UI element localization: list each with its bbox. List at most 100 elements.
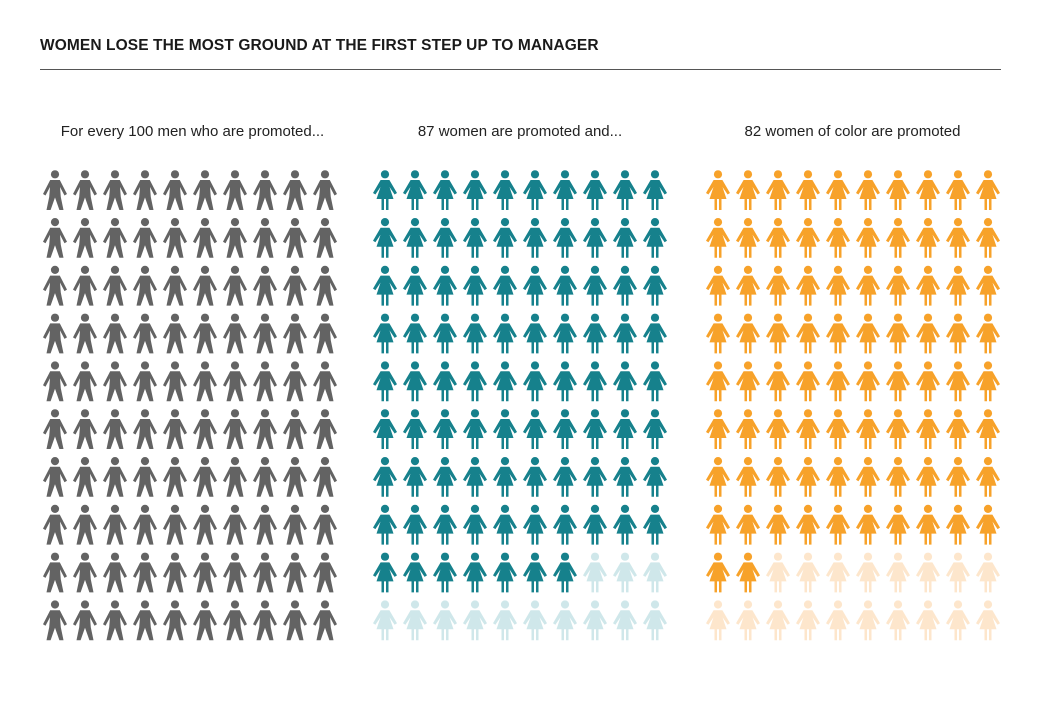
pictogram-icon-filled-woman-icon (916, 218, 940, 258)
pictogram-icon-filled-woman-icon (796, 218, 820, 258)
pictogram-icon-filled-woman-icon (856, 170, 880, 210)
panel-label-women: 87 women are promoted and... (417, 123, 623, 140)
pictogram-icon-faded-woman-icon (976, 552, 1000, 593)
pictogram-icon-filled-woman-icon (553, 218, 577, 258)
pictogram-icon-filled-woman-icon (463, 409, 487, 449)
pictogram-icon-filled-man-icon (43, 218, 67, 258)
pictogram-icon-filled-woman-icon (946, 265, 970, 306)
pictogram-icon-filled-woman-icon (553, 504, 577, 545)
pictogram-icon-filled-woman-icon (373, 504, 397, 545)
pictogram-icon-filled-woman-icon (706, 409, 730, 449)
pictogram-icon-filled-woman-icon (373, 313, 397, 354)
pictogram-icon-filled-woman-icon (886, 170, 910, 210)
pictogram-icon-filled-man-icon (313, 313, 337, 354)
pictogram-icon-filled-woman-icon (553, 313, 577, 354)
pictogram-icon-faded-woman-icon (463, 600, 487, 641)
pictogram-icon-filled-man-icon (313, 265, 337, 306)
pictogram-icon-filled-man-icon (253, 265, 277, 306)
pictogram-icon-filled-woman-icon (403, 313, 427, 354)
pictogram-icon-filled-woman-icon (976, 457, 1000, 497)
pictogram-icon-filled-woman-icon (826, 409, 850, 449)
pictogram-icon-filled-woman-icon (856, 361, 880, 402)
pictogram-icon-filled-man-icon (193, 218, 217, 258)
pictogram-icon-filled-woman-icon (433, 552, 457, 593)
pictogram-icon-filled-woman-icon (433, 313, 457, 354)
pictogram-icon-filled-woman-icon (463, 504, 487, 545)
pictogram-icon-filled-woman-icon (613, 361, 637, 402)
pictogram-icon-filled-woman-icon (403, 409, 427, 449)
pictogram-icon-filled-woman-icon (463, 552, 487, 593)
pictogram-icon-filled-man-icon (223, 600, 247, 641)
pictogram-icon-filled-woman-icon (886, 409, 910, 449)
pictogram-icon-filled-woman-icon (643, 313, 667, 354)
pictogram-icon-filled-woman-icon (493, 313, 517, 354)
pictogram-icon-filled-man-icon (313, 170, 337, 210)
pictogram-icon-filled-woman-icon (583, 313, 607, 354)
pictogram-icon-filled-man-icon (43, 409, 67, 449)
pictogram-icon-filled-woman-icon (613, 170, 637, 210)
pictogram-icon-filled-woman-icon (706, 361, 730, 402)
pictogram-men (43, 170, 337, 641)
pictogram-icon-filled-man-icon (73, 457, 97, 497)
pictogram-icon-filled-man-icon (103, 218, 127, 258)
pictogram-icon-filled-woman-icon (433, 170, 457, 210)
pictogram-icon-filled-woman-icon (916, 409, 940, 449)
pictogram-icon-filled-woman-icon (916, 361, 940, 402)
pictogram-icon-filled-man-icon (283, 265, 307, 306)
pictogram-icon-filled-man-icon (223, 457, 247, 497)
pictogram-icon-filled-man-icon (253, 552, 277, 593)
panel-label-men: For every 100 men who are promoted... (60, 123, 325, 140)
pictogram-icon-filled-woman-icon (613, 409, 637, 449)
pictogram-icon-faded-woman-icon (403, 600, 427, 641)
pictogram-icon-filled-man-icon (253, 361, 277, 402)
pictogram-icon-filled-woman-icon (403, 457, 427, 497)
pictogram-icon-faded-woman-icon (493, 600, 517, 641)
pictogram-icon-filled-man-icon (253, 313, 277, 354)
pictogram-icon-filled-man-icon (283, 313, 307, 354)
pictogram-icon-filled-man-icon (43, 313, 67, 354)
pictogram-icon-faded-woman-icon (553, 600, 577, 641)
pictogram-icon-filled-man-icon (43, 265, 67, 306)
pictogram-icon-filled-woman-icon (946, 504, 970, 545)
pictogram-icon-filled-man-icon (223, 504, 247, 545)
pictogram-icon-filled-woman-icon (463, 361, 487, 402)
pictogram-icon-filled-woman-icon (826, 170, 850, 210)
pictogram-icon-faded-woman-icon (643, 600, 667, 641)
pictogram-icon-filled-woman-icon (976, 218, 1000, 258)
pictogram-icon-filled-woman-icon (463, 170, 487, 210)
pictogram-icon-filled-woman-icon (523, 265, 547, 306)
pictogram-icon-filled-woman-icon (403, 552, 427, 593)
pictogram-icon-filled-man-icon (43, 552, 67, 593)
pictogram-icon-filled-woman-icon (736, 504, 760, 545)
pictogram-icon-filled-man-icon (73, 361, 97, 402)
pictogram-icon-filled-woman-icon (886, 361, 910, 402)
pictogram-icon-filled-woman-icon (886, 504, 910, 545)
pictogram-icon-faded-woman-icon (643, 552, 667, 593)
pictogram-icon-filled-woman-icon (583, 361, 607, 402)
pictogram-icon-filled-man-icon (133, 218, 157, 258)
pictogram-icon-filled-woman-icon (493, 504, 517, 545)
pictogram-icon-filled-woman-icon (976, 409, 1000, 449)
pictogram-icon-filled-man-icon (253, 218, 277, 258)
pictogram-icon-filled-woman-icon (856, 457, 880, 497)
pictogram-icon-filled-man-icon (163, 361, 187, 402)
pictogram-icon-filled-man-icon (103, 313, 127, 354)
pictogram-icon-filled-man-icon (103, 265, 127, 306)
pictogram-icon-filled-woman-icon (373, 218, 397, 258)
pictogram-icon-filled-man-icon (133, 552, 157, 593)
pictogram-icon-filled-man-icon (283, 600, 307, 641)
pictogram-icon-faded-woman-icon (946, 600, 970, 641)
pictogram-icon-filled-man-icon (253, 457, 277, 497)
pictogram-icon-filled-man-icon (283, 552, 307, 593)
pictogram-icon-faded-woman-icon (736, 600, 760, 641)
pictogram-icon-filled-woman-icon (766, 313, 790, 354)
pictogram-icon-filled-woman-icon (856, 265, 880, 306)
pictogram-icon-filled-woman-icon (553, 170, 577, 210)
pictogram-icon-faded-woman-icon (706, 600, 730, 641)
pictogram-icon-filled-man-icon (163, 504, 187, 545)
pictogram-icon-filled-man-icon (43, 361, 67, 402)
pictogram-icon-filled-woman-icon (373, 265, 397, 306)
pictogram-icon-filled-woman-icon (766, 218, 790, 258)
pictogram-icon-filled-woman-icon (403, 361, 427, 402)
title-divider (40, 69, 1001, 70)
